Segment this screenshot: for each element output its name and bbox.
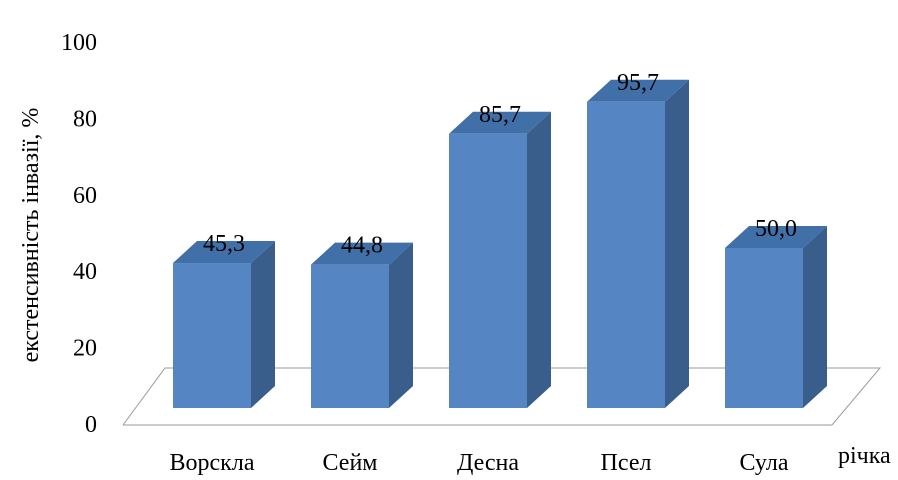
- x-tick-label: Десна: [457, 450, 519, 475]
- bar-side: [389, 242, 413, 408]
- x-tick-label: Сула: [740, 450, 789, 475]
- y-tick-label: 20: [73, 336, 97, 362]
- data-label: 45,3: [203, 231, 245, 257]
- bar-front: [311, 264, 389, 408]
- bar: [311, 242, 413, 408]
- bar-top: [173, 241, 275, 264]
- data-label: 95,7: [617, 70, 659, 96]
- y-tick-label: 80: [73, 106, 97, 132]
- bars: [173, 79, 827, 408]
- bar-side: [251, 241, 275, 408]
- data-label: 44,8: [341, 233, 383, 259]
- x-tick-label: Ворскла: [170, 450, 255, 475]
- bar-side: [803, 226, 827, 408]
- bar-side: [665, 79, 689, 408]
- bar-front: [725, 248, 803, 408]
- chart-floor-outline: [122, 367, 882, 426]
- x-tick-label: Сейм: [323, 450, 378, 475]
- y-axis-ticks: 0 20 40 60 80 100: [61, 30, 97, 438]
- bar: [173, 241, 275, 408]
- bar-front: [587, 101, 665, 408]
- x-tick-label: Псел: [601, 450, 652, 475]
- bar: [725, 226, 827, 408]
- x-axis-ticks: Ворскла Сейм Десна Псел Сула: [170, 450, 789, 476]
- x-axis-title: річка: [838, 443, 891, 469]
- bar-top: [449, 111, 551, 134]
- y-tick-label: 100: [61, 30, 97, 56]
- chart-floor: [122, 367, 882, 426]
- y-tick-label: 0: [85, 412, 97, 438]
- bar: [449, 111, 551, 408]
- data-label: 50,0: [755, 216, 797, 242]
- bar-top: [725, 226, 827, 248]
- data-labels: 45,3 44,8 85,7 95,7 50,0: [203, 70, 797, 259]
- bar-side: [527, 111, 551, 408]
- bar: [587, 79, 689, 408]
- y-tick-label: 60: [73, 183, 97, 209]
- bar-front: [449, 133, 527, 408]
- bar-top: [311, 242, 413, 265]
- y-axis-title: екстенсивність інвазії, %: [18, 108, 44, 363]
- y-tick-label: 40: [73, 259, 97, 285]
- bar-front: [173, 263, 251, 408]
- bar-top: [587, 79, 689, 102]
- data-label: 85,7: [479, 102, 521, 128]
